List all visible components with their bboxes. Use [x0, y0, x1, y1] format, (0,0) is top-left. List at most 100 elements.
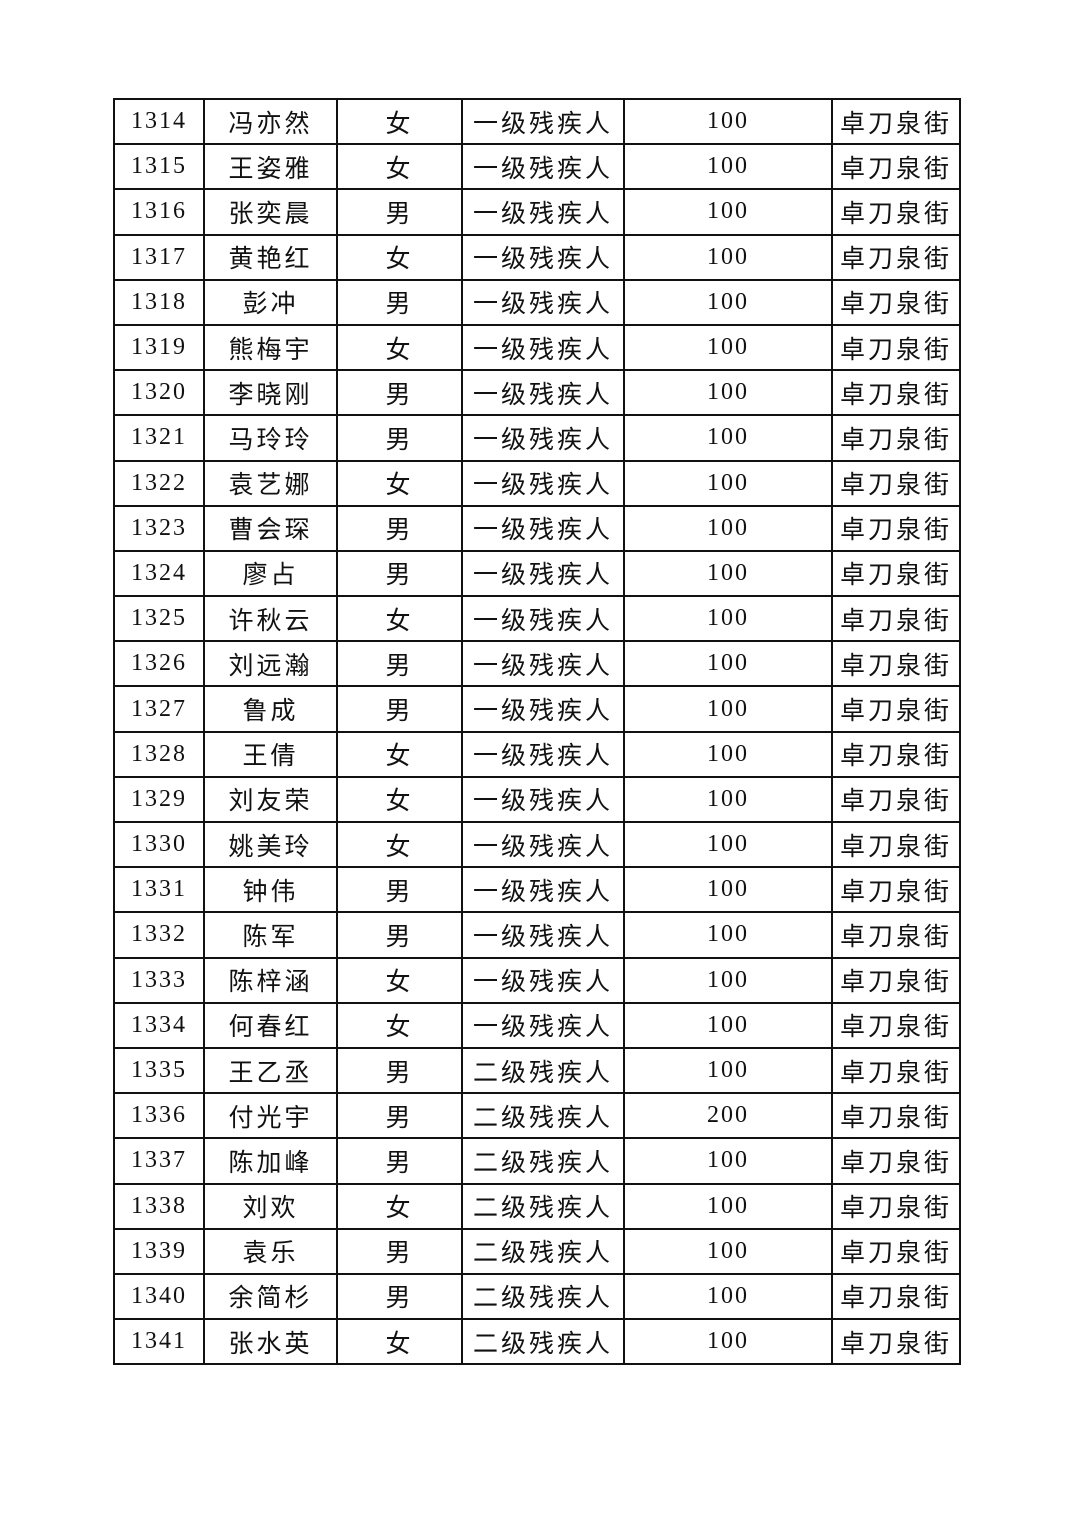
id-cell: 1323 — [113, 504, 205, 552]
id-cell: 1321 — [113, 414, 205, 462]
id-cell: 1320 — [113, 369, 205, 417]
street-cell: 卓刀泉街 — [831, 1318, 961, 1366]
table-row: 1318 彭冲男一级残疾人 100 卓刀泉街 — [113, 278, 961, 326]
disability-level-cell: 一级残疾人 — [461, 233, 625, 281]
street-cell: 卓刀泉街 — [831, 323, 961, 372]
name-cell: 袁艺娜 — [203, 459, 338, 507]
table-row: 1332 陈军男一级残疾人 100 卓刀泉街 — [113, 911, 961, 959]
table-row: 1341 张水英女二级残疾人 100 卓刀泉街 — [113, 1318, 961, 1366]
name-cell: 许秋云 — [203, 595, 338, 643]
table-row: 1336 付光宇男二级残疾人 200 卓刀泉街 — [113, 1092, 961, 1140]
table-row: 1328 王倩女一级残疾人 100 卓刀泉街 — [113, 730, 961, 778]
name-cell: 陈加峰 — [203, 1137, 338, 1185]
street-cell: 卓刀泉街 — [831, 730, 961, 778]
amount-cell: 100 — [623, 911, 833, 959]
street-cell: 卓刀泉街 — [831, 459, 961, 507]
id-cell: 1316 — [113, 188, 205, 236]
disability-level-cell: 一级残疾人 — [461, 820, 625, 869]
gender-cell: 男 — [336, 866, 463, 914]
table-row: 1329 刘友荣女一级残疾人 100 卓刀泉街 — [113, 775, 961, 824]
amount-cell: 100 — [623, 820, 833, 869]
amount-cell: 100 — [623, 685, 833, 733]
table-row: 1316 张奕晨男一级残疾人 100 卓刀泉街 — [113, 188, 961, 236]
id-cell: 1315 — [113, 143, 205, 191]
amount-cell: 100 — [623, 1182, 833, 1230]
street-cell: 卓刀泉街 — [831, 1001, 961, 1049]
id-cell: 1333 — [113, 956, 205, 1004]
amount-cell: 100 — [623, 278, 833, 326]
id-cell: 1322 — [113, 459, 205, 507]
disability-level-cell: 二级残疾人 — [461, 1182, 625, 1230]
amount-cell: 100 — [623, 1046, 833, 1095]
table-row: 1322 袁艺娜女一级残疾人 100 卓刀泉街 — [113, 459, 961, 507]
street-cell: 卓刀泉街 — [831, 504, 961, 552]
disability-level-cell: 一级残疾人 — [461, 323, 625, 372]
disability-level-cell: 一级残疾人 — [461, 143, 625, 191]
table-row: 1323 曹会琛男一级残疾人 100 卓刀泉街 — [113, 504, 961, 552]
disability-level-cell: 一级残疾人 — [461, 504, 625, 552]
gender-cell: 女 — [336, 323, 463, 372]
id-cell: 1325 — [113, 595, 205, 643]
name-cell: 付光宇 — [203, 1092, 338, 1140]
disability-level-cell: 一级残疾人 — [461, 1001, 625, 1049]
amount-cell: 100 — [623, 1272, 833, 1321]
disability-level-cell: 一级残疾人 — [461, 911, 625, 959]
id-cell: 1318 — [113, 278, 205, 326]
table-row: 1325 许秋云女一级残疾人 100 卓刀泉街 — [113, 595, 961, 643]
name-cell: 张奕晨 — [203, 188, 338, 236]
amount-cell: 100 — [623, 323, 833, 372]
name-cell: 陈军 — [203, 911, 338, 959]
amount-cell: 100 — [623, 1137, 833, 1185]
name-cell: 彭冲 — [203, 278, 338, 326]
amount-cell: 100 — [623, 233, 833, 281]
amount-cell: 100 — [623, 188, 833, 236]
id-cell: 1330 — [113, 820, 205, 869]
street-cell: 卓刀泉街 — [831, 143, 961, 191]
name-cell: 余简杉 — [203, 1272, 338, 1321]
gender-cell: 男 — [336, 1092, 463, 1140]
name-cell: 鲁成 — [203, 685, 338, 733]
street-cell: 卓刀泉街 — [831, 188, 961, 236]
table-body: 1314 冯亦然女一级残疾人 100 卓刀泉街 1315 王姿雅女一级残疾人 100 卓刀泉街… — [113, 97, 961, 1366]
gender-cell: 女 — [336, 595, 463, 643]
gender-cell: 男 — [336, 1272, 463, 1321]
name-cell: 马玲玲 — [203, 414, 338, 462]
amount-cell: 100 — [623, 595, 833, 643]
disability-level-cell: 一级残疾人 — [461, 956, 625, 1004]
street-cell: 卓刀泉街 — [831, 1182, 961, 1230]
gender-cell: 男 — [336, 549, 463, 598]
amount-cell: 200 — [623, 1092, 833, 1140]
amount-cell: 100 — [623, 369, 833, 417]
street-cell: 卓刀泉街 — [831, 1092, 961, 1140]
disability-level-cell: 一级残疾人 — [461, 866, 625, 914]
disability-level-cell: 一级残疾人 — [461, 369, 625, 417]
table-row: 1315 王姿雅女一级残疾人 100 卓刀泉街 — [113, 143, 961, 191]
disability-level-cell: 二级残疾人 — [461, 1227, 625, 1275]
id-cell: 1336 — [113, 1092, 205, 1140]
street-cell: 卓刀泉街 — [831, 1137, 961, 1185]
id-cell: 1337 — [113, 1137, 205, 1185]
table-row: 1333 陈梓涵女一级残疾人 100 卓刀泉街 — [113, 956, 961, 1004]
gender-cell: 女 — [336, 956, 463, 1004]
table-row: 1334 何春红女一级残疾人 100 卓刀泉街 — [113, 1001, 961, 1049]
gender-cell: 女 — [336, 1182, 463, 1230]
table-row: 1338 刘欢女二级残疾人 100 卓刀泉街 — [113, 1182, 961, 1230]
name-cell: 刘远瀚 — [203, 640, 338, 688]
name-cell: 廖占 — [203, 549, 338, 598]
gender-cell: 女 — [336, 233, 463, 281]
gender-cell: 男 — [336, 1137, 463, 1185]
disability-level-cell: 二级残疾人 — [461, 1137, 625, 1185]
amount-cell: 100 — [623, 775, 833, 824]
id-cell: 1326 — [113, 640, 205, 688]
gender-cell: 女 — [336, 730, 463, 778]
gender-cell: 男 — [336, 414, 463, 462]
id-cell: 1331 — [113, 866, 205, 914]
disability-level-cell: 一级残疾人 — [461, 685, 625, 733]
table-row: 1317 黄艳红女一级残疾人 100 卓刀泉街 — [113, 233, 961, 281]
table-row: 1330 姚美玲女一级残疾人 100 卓刀泉街 — [113, 820, 961, 869]
gender-cell: 男 — [336, 640, 463, 688]
name-cell: 王姿雅 — [203, 143, 338, 191]
disability-level-cell: 二级残疾人 — [461, 1318, 625, 1366]
name-cell: 陈梓涵 — [203, 956, 338, 1004]
street-cell: 卓刀泉街 — [831, 414, 961, 462]
